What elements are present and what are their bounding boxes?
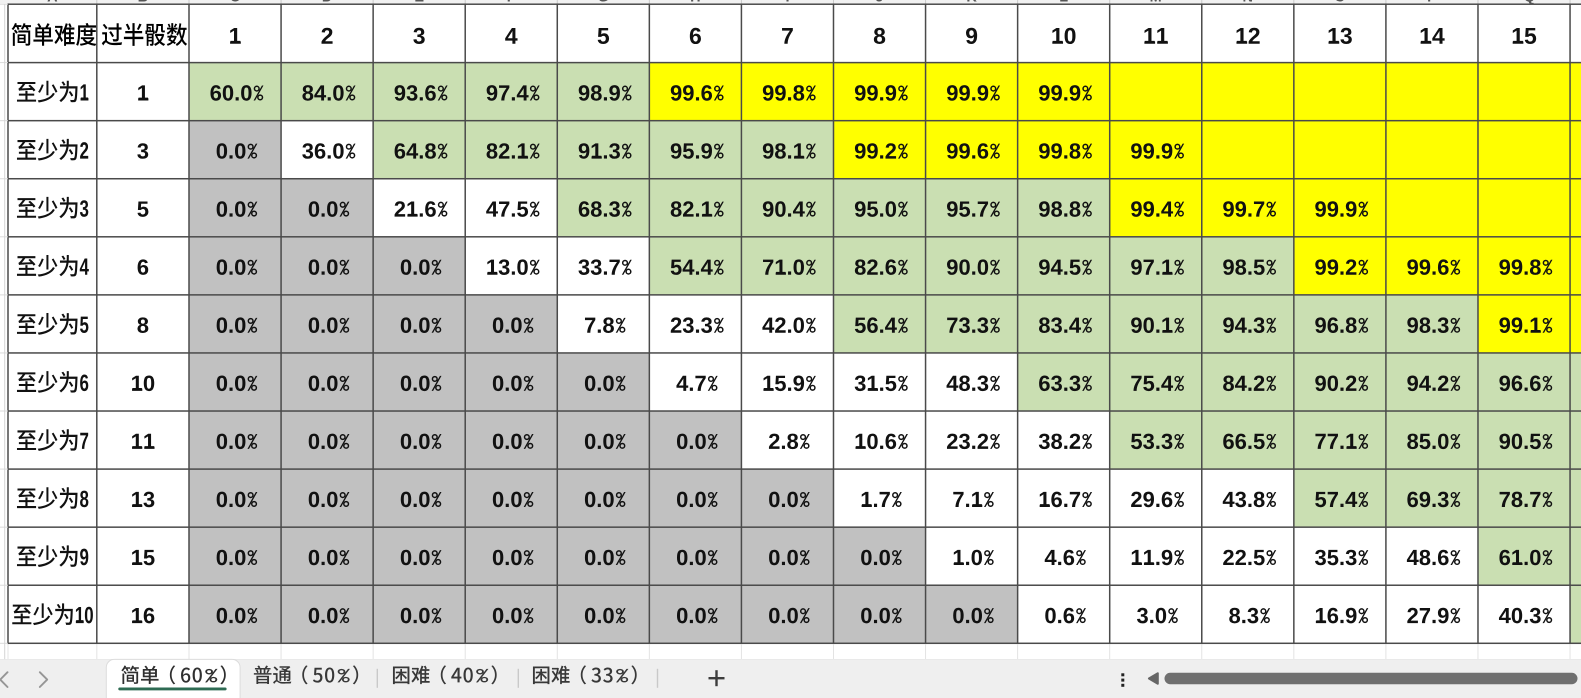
svg-text:J: J [875, 0, 883, 6]
svg-text:A: A [47, 0, 58, 6]
svg-text:H: H [690, 0, 700, 6]
svg-text:I: I [785, 0, 789, 6]
svg-text:D: D [322, 0, 332, 6]
svg-text:K: K [966, 0, 977, 6]
svg-text:N: N [1243, 0, 1253, 6]
svg-text:G: G [598, 0, 609, 6]
svg-text:P: P [1427, 0, 1437, 6]
svg-text:O: O [1334, 0, 1345, 6]
svg-text:B: B [138, 0, 148, 6]
svg-text:C: C [230, 0, 241, 6]
svg-text:F: F [507, 0, 516, 6]
svg-text:E: E [414, 0, 424, 6]
svg-text:M: M [1150, 0, 1162, 6]
svg-text:L: L [1059, 0, 1068, 6]
svg-text:Q: Q [1524, 0, 1535, 6]
